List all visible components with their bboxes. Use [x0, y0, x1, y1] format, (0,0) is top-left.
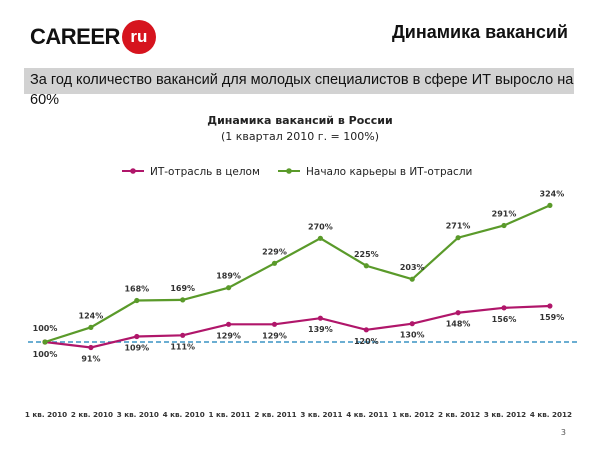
chart-subtitle: (1 квартал 2010 г. = 100%)	[220, 130, 380, 143]
data-label-1-10: 291%	[492, 209, 517, 218]
legend-label-1: Начало карьеры в ИТ-отрасли	[306, 166, 472, 178]
x-tick-label-4: 1 кв. 2011	[209, 410, 251, 419]
x-tick-label-10: 3 кв. 2012	[484, 410, 526, 419]
data-point-1-9	[455, 235, 461, 241]
data-label-1-6: 270%	[308, 222, 333, 231]
data-point-0-11	[547, 303, 553, 309]
data-label-0-0: 100%	[33, 350, 58, 359]
logo-badge: ru	[121, 20, 156, 54]
x-tick-label-6: 3 кв. 2011	[300, 410, 342, 419]
data-label-0-11: 159%	[540, 313, 565, 322]
x-tick-label-7: 4 кв. 2011	[346, 410, 388, 419]
data-point-1-11	[547, 202, 553, 208]
page-number: 3	[560, 428, 566, 437]
data-label-1-2: 168%	[124, 285, 149, 294]
data-label-1-0: 100%	[33, 324, 58, 333]
data-point-1-5	[271, 260, 278, 266]
data-label-1-7: 225%	[354, 250, 379, 259]
x-tick-label-5: 2 кв. 2011	[254, 410, 296, 419]
data-label-1-5: 229%	[262, 247, 287, 256]
x-tick-label-8: 1 кв. 2012	[392, 410, 434, 419]
data-point-1-1	[88, 324, 94, 330]
legend-label-0: ИТ-отрасль в целом	[150, 166, 260, 178]
data-label-0-5: 129%	[262, 331, 287, 340]
legend-marker-0	[130, 168, 136, 174]
x-tick-label-3: 4 кв. 2010	[163, 410, 205, 419]
data-point-0-1	[88, 344, 94, 351]
data-point-0-2	[134, 333, 140, 340]
data-point-0-4	[226, 321, 232, 327]
data-point-1-8	[409, 276, 415, 282]
data-label-0-1: 91%	[81, 354, 100, 363]
data-point-1-10	[501, 222, 507, 229]
data-point-1-0	[42, 339, 48, 345]
series-line-0	[44, 304, 550, 349]
data-label-0-10: 156%	[492, 315, 517, 324]
data-point-1-3	[180, 297, 186, 303]
data-label-1-8: 203%	[400, 263, 425, 272]
slide-title: Динамика вакансий	[391, 22, 568, 42]
banner-text: За год количество вакансий для молодых с…	[30, 72, 574, 108]
data-label-0-4: 129%	[216, 331, 241, 340]
x-tick-label-11: 4 кв. 2012	[530, 410, 572, 419]
data-point-0-6	[317, 315, 323, 321]
data-point-0-3	[180, 332, 186, 338]
logo-text: CAREER	[30, 24, 120, 49]
banner-background	[24, 68, 574, 94]
data-point-1-2	[134, 297, 140, 304]
x-tick-label-1: 2 кв. 2010	[71, 410, 113, 419]
data-point-0-10	[501, 305, 507, 311]
data-point-1-6	[317, 235, 323, 241]
data-label-0-7: 120%	[354, 337, 379, 346]
data-label-1-11: 324%	[540, 189, 565, 198]
x-tick-label-2: 3 кв. 2010	[117, 410, 159, 419]
data-label-0-6: 139%	[308, 325, 333, 334]
data-label-0-3: 111%	[170, 342, 195, 351]
data-point-0-5	[271, 321, 278, 327]
x-tick-label-0: 1 кв. 2010	[25, 410, 67, 419]
data-label-0-9: 148%	[446, 320, 471, 329]
data-label-1-1: 124%	[79, 311, 104, 320]
data-label-1-3: 169%	[170, 284, 195, 293]
chart-title: Динамика вакансий в России	[207, 114, 393, 127]
data-point-1-7	[363, 263, 369, 269]
data-point-1-4	[226, 285, 232, 291]
career-logo: CAREER ru	[30, 20, 156, 54]
data-label-1-4: 189%	[216, 272, 241, 281]
series-line-1	[44, 204, 551, 344]
data-label-0-8: 130%	[400, 331, 425, 340]
data-point-0-9	[455, 310, 461, 316]
data-label-1-9: 271%	[446, 222, 471, 231]
data-point-0-7	[363, 327, 369, 333]
x-tick-label-9: 2 кв. 2012	[438, 410, 480, 419]
legend-marker-1	[286, 168, 292, 174]
data-label-0-2: 109%	[124, 344, 149, 353]
data-point-0-8	[409, 321, 415, 327]
